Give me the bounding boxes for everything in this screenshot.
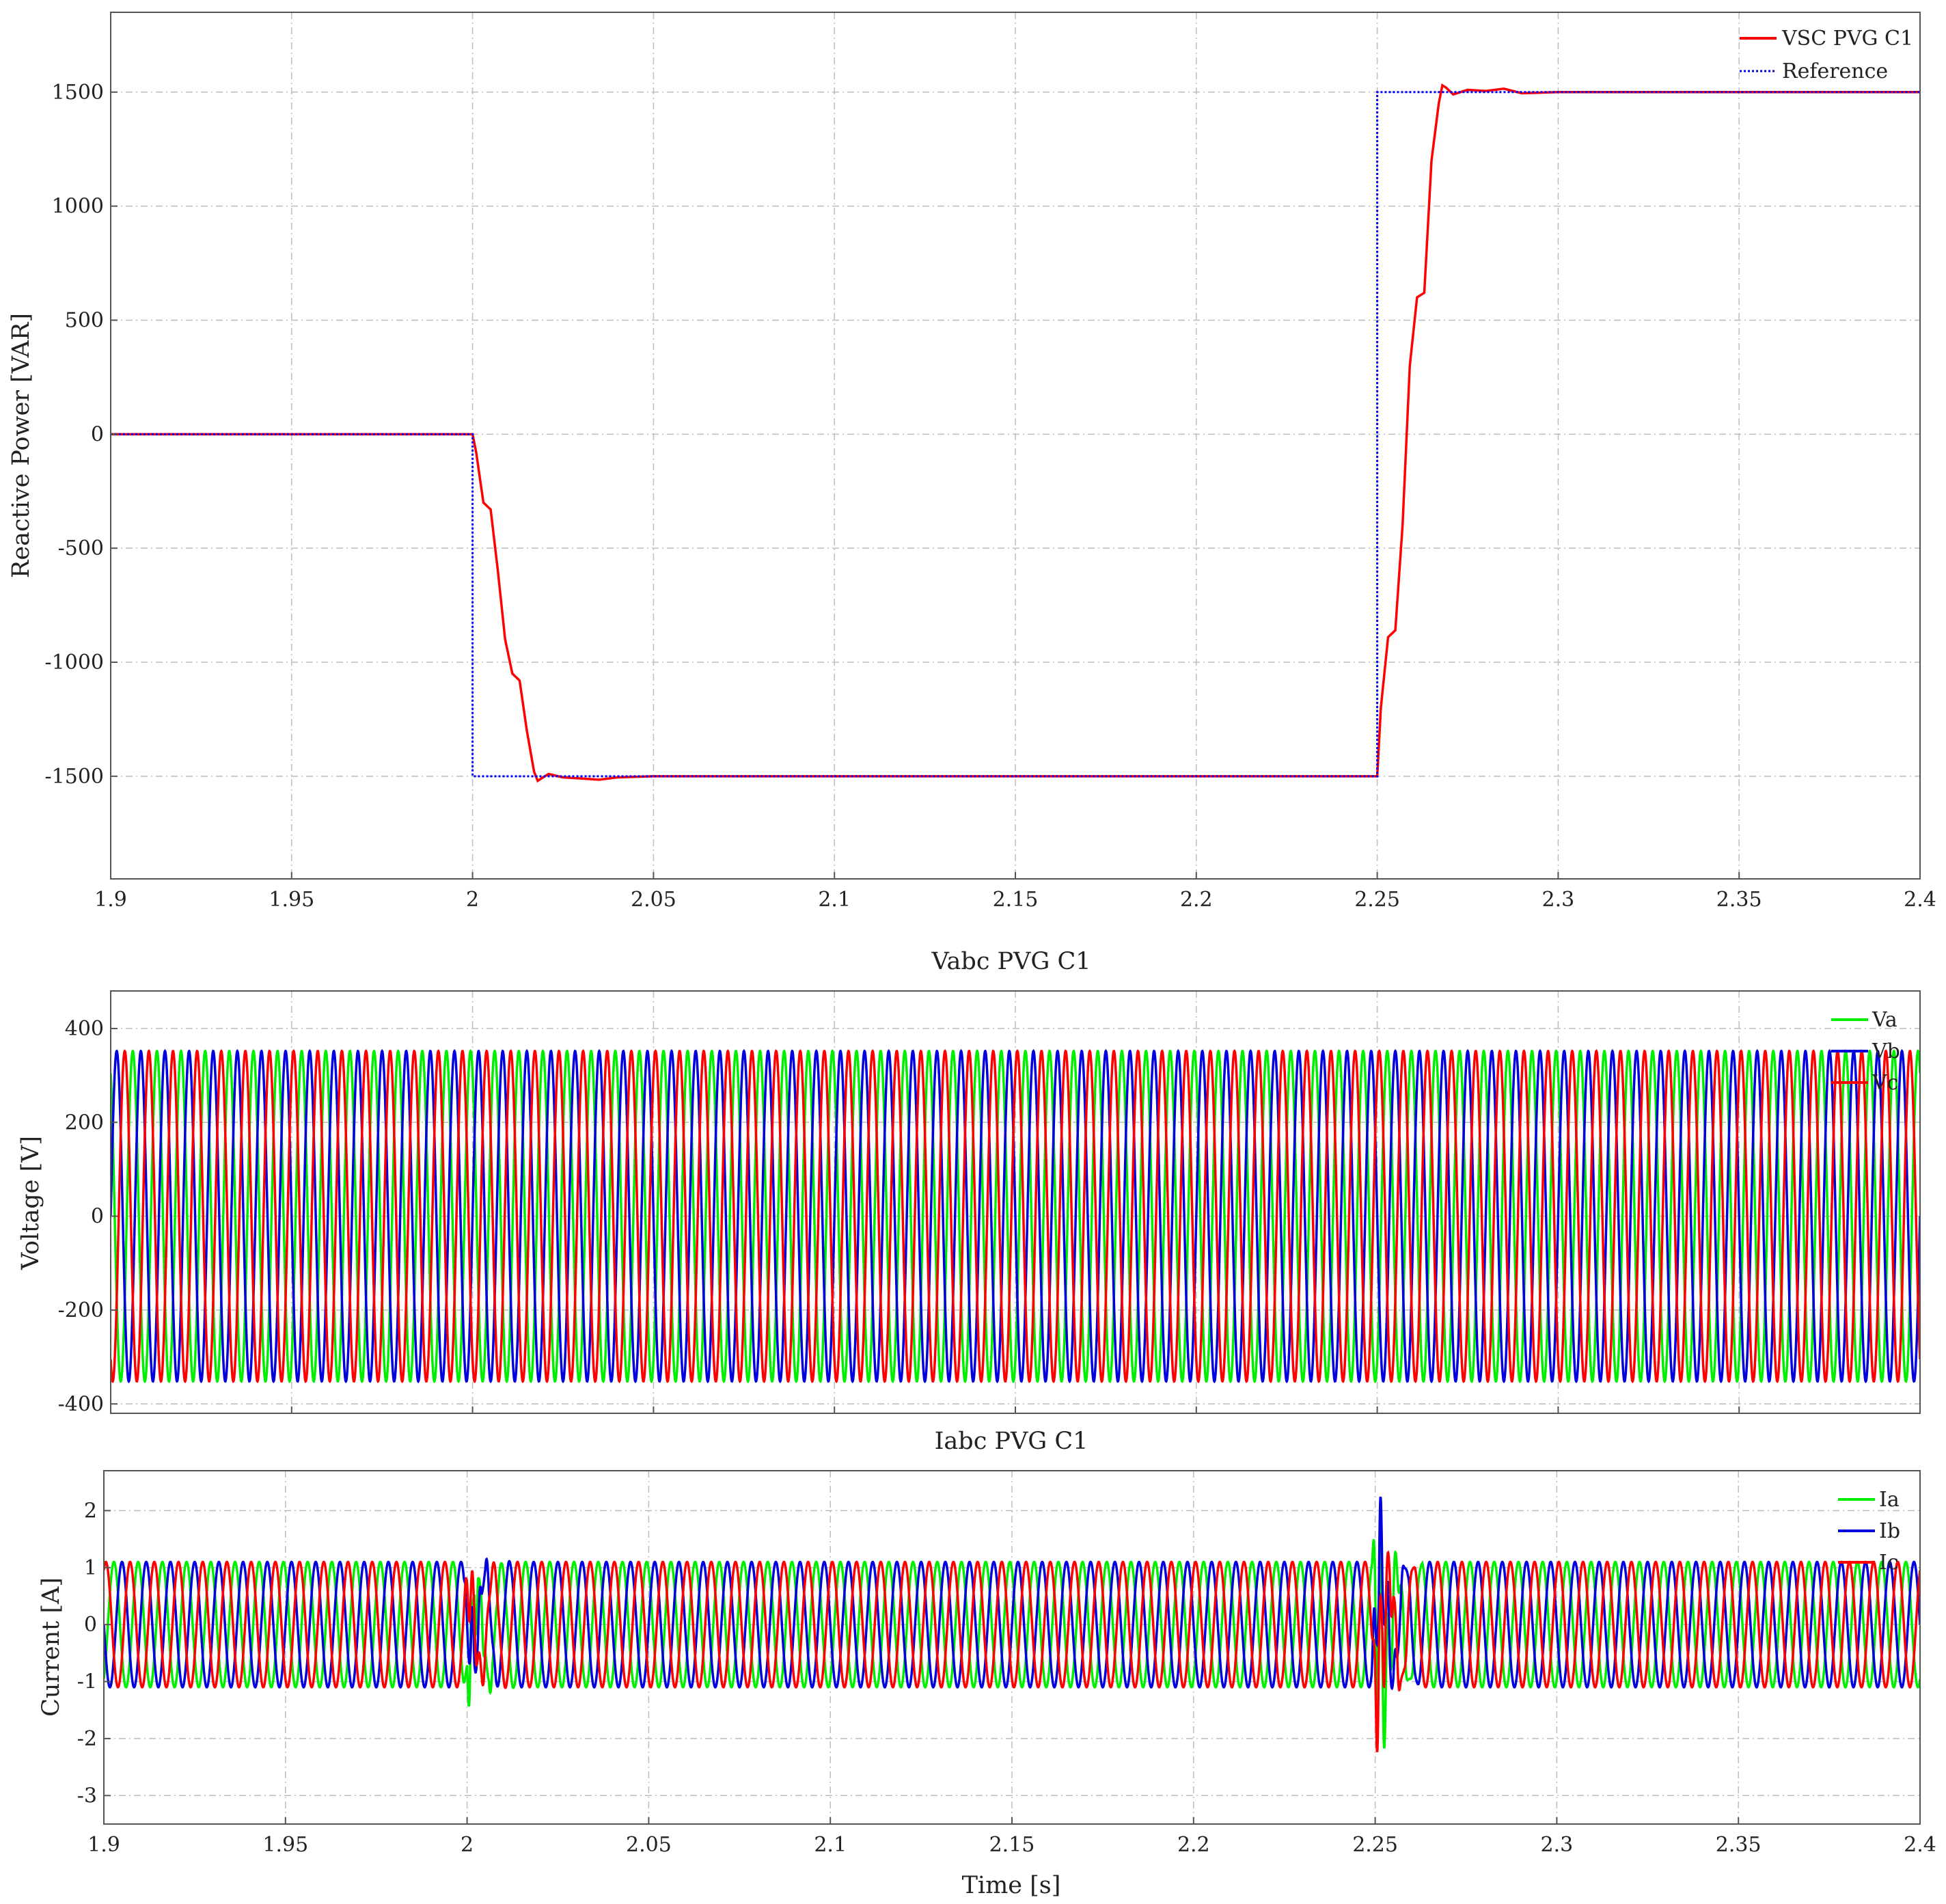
y-tick-label: 0 [84, 1613, 97, 1637]
x-tick-label: 2.15 [993, 888, 1039, 912]
plot-area [111, 12, 1920, 879]
x-tick-label: 2.15 [989, 1833, 1035, 1857]
series-line-ic [104, 1550, 1920, 1752]
y-tick-label: 0 [91, 1205, 104, 1229]
x-tick-label: 2.3 [1542, 888, 1575, 912]
x-tick-label: 2.35 [1716, 1833, 1762, 1857]
y-tick-label: -500 [58, 536, 104, 560]
x-tick-label: 2 [461, 1833, 474, 1857]
series-line-va [111, 1049, 1920, 1384]
y-tick-label: 2 [84, 1499, 97, 1523]
x-tick-label: 2.1 [814, 1833, 847, 1857]
x-tick-label: 1.9 [94, 888, 127, 912]
legend: VSC PVG C1 Reference [1740, 27, 1913, 83]
y-axis-label: Current [A] [38, 1577, 65, 1717]
series-group [111, 1049, 1920, 1384]
y-axis-label: Voltage [V] [17, 1136, 44, 1270]
reactive-power-chart: -1500 -1000 -500 0 500 1000 1500 1.9 1.95 2 2.05 2.… [8, 12, 1936, 912]
y-tick-label: 500 [65, 308, 104, 332]
x-tick-label: 2.3 [1541, 1833, 1574, 1857]
series-line-ia [104, 1538, 1920, 1749]
y-tick-label: -2 [77, 1727, 97, 1751]
y-tick-label: 0 [91, 422, 104, 446]
x-tick-label: 2.1 [818, 888, 851, 912]
x-tick-label: 2 [466, 888, 479, 912]
y-tick-label: -1500 [45, 765, 104, 789]
y-tick-label: -200 [58, 1298, 104, 1322]
y-tick-label: 1000 [52, 195, 104, 219]
tick-labels: -1500 -1000 -500 0 500 1000 1500 1.9 1.95 2 2.05 2.… [45, 81, 1936, 912]
tick-labels: -400 -200 0 200 400 [58, 1017, 1921, 1416]
y-tick-label: -1 [77, 1670, 97, 1694]
current-chart-title: Iabc PVG C1 [935, 1428, 1088, 1455]
legend-label-vc: Vc [1872, 1071, 1898, 1095]
x-tick-label: 1.95 [269, 888, 314, 912]
x-tick-label: 2.25 [1354, 888, 1400, 912]
legend-label-ia: Ia [1879, 1488, 1900, 1512]
y-tick-label: -1000 [45, 651, 104, 675]
legend-label-vb: Vb [1872, 1039, 1900, 1063]
series-line-vb [111, 1049, 1920, 1384]
legend: Ia Ib Ic [1838, 1488, 1900, 1575]
series-line-reference [111, 91, 1920, 778]
y-axis-label: Reactive Power [VAR] [8, 313, 35, 578]
x-tick-label: 2.2 [1177, 1833, 1210, 1857]
x-tick-label: 1.9 [87, 1833, 120, 1857]
tick-labels: -3 -2 -1 0 1 2 1.9 1.95 2 2.05 2.1 2.15 2.2 2.25 2.3 2.… [77, 1499, 1936, 1857]
legend-label-vsc-pvg-c1: VSC PVG C1 [1781, 27, 1913, 51]
x-tick-label: 2.4 [1904, 1833, 1936, 1857]
series-group [104, 1496, 1920, 1752]
legend-label-ib: Ib [1879, 1519, 1900, 1543]
y-tick-label: 200 [65, 1111, 104, 1134]
series-line-ib [104, 1496, 1920, 1691]
legend-label-va: Va [1872, 1008, 1897, 1032]
x-tick-label: 1.95 [262, 1833, 308, 1857]
x-tick-label: 2.05 [631, 888, 676, 912]
current-chart: -3 -2 -1 0 1 2 1.9 1.95 2 2.05 2.1 2.15 2.2 2.25 2.3 2.… [38, 1470, 1936, 1899]
x-tick-label: 2.2 [1180, 888, 1213, 912]
voltage-chart: -400 -200 0 200 400 Voltage [V] Va Vb Vc [17, 990, 1921, 1416]
voltage-chart-title: Vabc PVG C1 [931, 948, 1091, 975]
y-tick-label: -400 [58, 1392, 104, 1416]
y-tick-label: 1500 [52, 81, 104, 105]
series-group [111, 83, 1920, 783]
legend-label-reference: Reference [1782, 59, 1888, 83]
x-tick-label: 2.35 [1716, 888, 1762, 912]
y-tick-label: 1 [84, 1556, 97, 1580]
x-axis-label: Time [s] [962, 1872, 1061, 1899]
y-tick-label: -3 [77, 1784, 97, 1808]
legend-label-ic: Ic [1879, 1551, 1899, 1575]
series-line-vc [111, 1049, 1920, 1384]
x-tick-label: 2.4 [1904, 888, 1936, 912]
x-tick-label: 2.05 [626, 1833, 672, 1857]
y-tick-label: 400 [65, 1017, 104, 1041]
legend: Va Vb Vc [1831, 1008, 1900, 1095]
x-tick-label: 2.25 [1352, 1833, 1398, 1857]
